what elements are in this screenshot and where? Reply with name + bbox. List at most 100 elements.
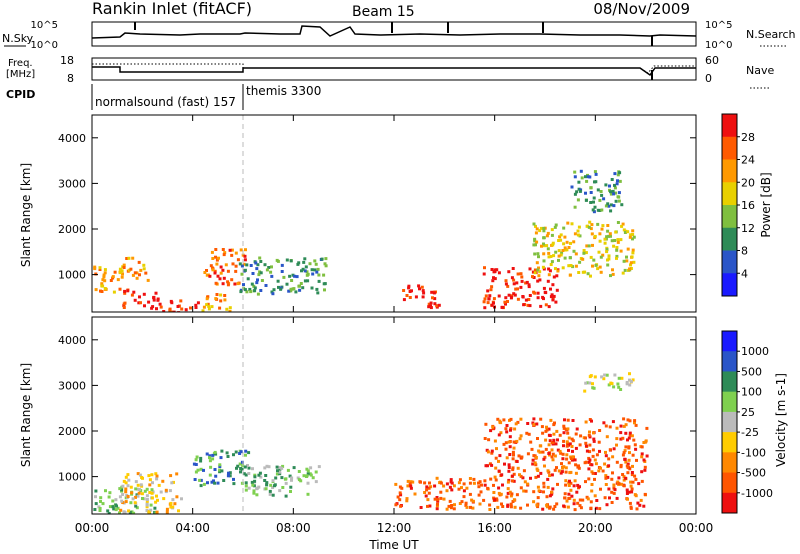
range-gate-cell — [578, 443, 582, 447]
range-gate-cell — [602, 421, 606, 425]
range-gate-cell — [194, 458, 198, 462]
range-gate-cell — [587, 225, 591, 229]
range-gate-cell — [612, 204, 616, 208]
velocity-colorbar: 1000 500 100 25 -25 -100 -500 -1000 — [721, 330, 773, 514]
range-gate-cell — [546, 247, 550, 251]
range-gate-cell — [541, 295, 545, 299]
range-gate-cell — [306, 279, 310, 283]
range-gate-cell — [573, 175, 577, 179]
range-gate-cell — [575, 190, 579, 194]
range-gate-cell — [585, 244, 589, 248]
range-gate-cell — [288, 474, 292, 478]
range-gate-cell — [561, 249, 565, 252]
range-gate-cell — [462, 482, 466, 486]
range-gate-cell — [578, 260, 582, 264]
range-gate-cell — [470, 498, 474, 502]
range-gate-cell — [176, 305, 180, 308]
range-gate-cell — [562, 426, 566, 430]
range-gate-cell — [603, 462, 607, 466]
range-gate-cell — [255, 487, 259, 491]
range-gate-cell — [408, 296, 412, 299]
range-gate-cell — [601, 469, 605, 473]
range-gate-cell — [137, 491, 141, 495]
range-gate-cell — [630, 487, 634, 491]
range-gate-cell — [202, 305, 206, 309]
range-gate-cell — [137, 488, 141, 491]
range-gate-cell — [482, 498, 486, 502]
range-gate-cell — [137, 260, 141, 264]
range-gate-cell — [562, 242, 566, 246]
range-gate-cell — [590, 419, 593, 423]
range-gate-cell — [583, 389, 587, 393]
range-gate-cell — [624, 476, 628, 480]
range-gate-cell — [310, 268, 314, 272]
colorbar-tick-label: 20 — [741, 176, 755, 189]
range-gate-cell — [293, 274, 297, 278]
range-gate-cell — [634, 477, 638, 481]
range-gate-cell — [251, 467, 254, 471]
range-gate-cell — [280, 263, 284, 267]
range-gate-cell — [560, 251, 564, 255]
range-gate-cell — [596, 267, 600, 271]
range-gate-cell — [268, 489, 272, 493]
range-gate-cell — [599, 190, 603, 193]
range-gate-cell — [574, 264, 578, 268]
range-gate-cell — [516, 466, 520, 470]
range-gate-cell — [228, 474, 232, 478]
range-gate-cell — [133, 298, 137, 302]
range-gate-cell — [138, 273, 141, 277]
nave-tick-high: 60 — [705, 54, 719, 67]
range-gate-cell — [136, 494, 140, 498]
range-gate-cell — [468, 477, 472, 480]
range-gate-cell — [519, 506, 523, 510]
range-gate-cell — [494, 456, 498, 460]
range-gate-cell — [643, 468, 647, 472]
range-gate-cell — [114, 498, 118, 502]
range-gate-cell — [282, 275, 286, 279]
range-gate-cell — [575, 427, 579, 431]
range-gate-cell — [100, 290, 104, 293]
range-gate-cell — [565, 453, 569, 457]
range-gate-cell — [559, 471, 563, 475]
range-gate-cell — [120, 499, 124, 503]
range-gate-cell — [523, 480, 527, 484]
range-gate-cell — [593, 472, 597, 475]
range-gate-cell — [314, 262, 318, 266]
range-gate-cell — [630, 490, 634, 494]
range-gate-cell — [524, 281, 528, 285]
colorbar-swatch — [722, 432, 737, 453]
range-gate-cell — [465, 505, 469, 509]
range-gate-cell — [214, 248, 218, 251]
range-gate-cell — [103, 279, 107, 283]
nave-tick-low: 0 — [705, 72, 712, 85]
range-gate-cell — [289, 485, 293, 489]
range-gate-cell — [609, 192, 613, 196]
range-gate-cell — [537, 274, 541, 278]
range-gate-cell — [251, 483, 255, 487]
range-gate-cell — [642, 504, 646, 508]
range-gate-cell — [126, 473, 130, 477]
range-gate-cell — [550, 233, 554, 237]
range-gate-cell — [471, 499, 475, 503]
range-gate-cell — [245, 290, 249, 294]
range-gate-cell — [612, 491, 616, 495]
range-gate-cell — [536, 279, 540, 283]
range-gate-cell — [143, 304, 146, 308]
range-gate-cell — [506, 491, 510, 495]
range-gate-cell — [548, 269, 552, 273]
colorbar-tick-label: 1000 — [741, 345, 769, 358]
range-gate-cell — [233, 282, 237, 286]
range-gate-cell — [605, 235, 609, 239]
range-gate-cell — [612, 192, 616, 196]
range-gate-cell — [242, 283, 245, 287]
range-gate-cell — [533, 239, 537, 243]
range-gate-cell — [573, 170, 577, 174]
range-gate-cell — [512, 453, 515, 457]
range-gate-cell — [640, 470, 644, 474]
range-gate-cell — [111, 505, 115, 509]
range-gate-cell — [493, 498, 497, 502]
range-gate-cell — [114, 508, 118, 512]
range-gate-cell — [238, 462, 242, 466]
range-gate-cell — [569, 455, 573, 459]
range-gate-cell — [573, 232, 577, 236]
